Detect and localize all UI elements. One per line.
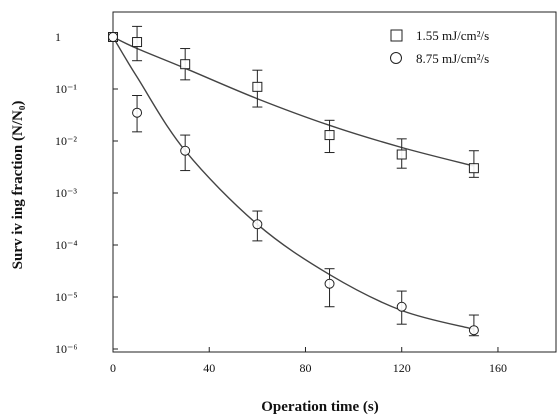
data-point-series-2 — [132, 107, 143, 118]
data-point-series-2 — [396, 301, 407, 312]
data-point-series-1 — [396, 149, 407, 160]
x-tick-label: 120 — [393, 361, 411, 375]
y-tick-label: 10⁻⁶ — [55, 342, 78, 356]
data-point-series-2 — [468, 325, 479, 336]
y-tick-label: 10⁻⁵ — [55, 290, 78, 304]
data-point-series-2 — [108, 32, 118, 42]
x-tick-label: 80 — [299, 361, 311, 375]
fit-curves — [112, 36, 475, 330]
y-tick-label: 10⁻⁴ — [55, 238, 78, 252]
data-point-series-1 — [324, 130, 335, 141]
data-point-series-2 — [180, 145, 191, 156]
legend-square-marker — [390, 29, 403, 42]
y-axis-title: Surv iv ing fraction (N/N₀) — [10, 101, 26, 270]
x-axis-title: Operation time (s) — [261, 399, 378, 415]
plot-frame — [112, 11, 557, 353]
legend-label-series-1: 1.55 mJ/cm²/s — [416, 28, 489, 43]
y-axis: 1 10⁻¹ 10⁻² 10⁻³ 10⁻⁴ 10⁻⁵ 10⁻⁶ — [55, 30, 118, 356]
x-tick-label: 0 — [110, 361, 116, 375]
x-axis: 0 40 80 120 160 — [110, 347, 507, 375]
y-tick-label: 10⁻² — [55, 134, 77, 148]
legend-circle-marker — [390, 52, 402, 64]
legend: 1.55 mJ/cm²/s 8.75 mJ/cm²/s — [390, 28, 489, 66]
data-point-series-1 — [180, 59, 191, 70]
data-point-series-2 — [252, 219, 263, 230]
y-tick-label: 1 — [55, 30, 61, 44]
x-tick-label: 40 — [203, 361, 215, 375]
y-tick-label: 10⁻³ — [55, 186, 77, 200]
data-point-series-1 — [132, 37, 143, 48]
fit-curve-series-2 — [112, 36, 475, 330]
data-markers — [108, 25, 479, 337]
y-tick-label: 10⁻¹ — [55, 82, 77, 96]
data-point-series-2 — [324, 278, 335, 289]
data-point-series-1 — [468, 163, 479, 174]
x-tick-label: 160 — [489, 361, 507, 375]
data-point-series-1 — [252, 81, 263, 92]
legend-label-series-2: 8.75 mJ/cm²/s — [416, 51, 489, 66]
